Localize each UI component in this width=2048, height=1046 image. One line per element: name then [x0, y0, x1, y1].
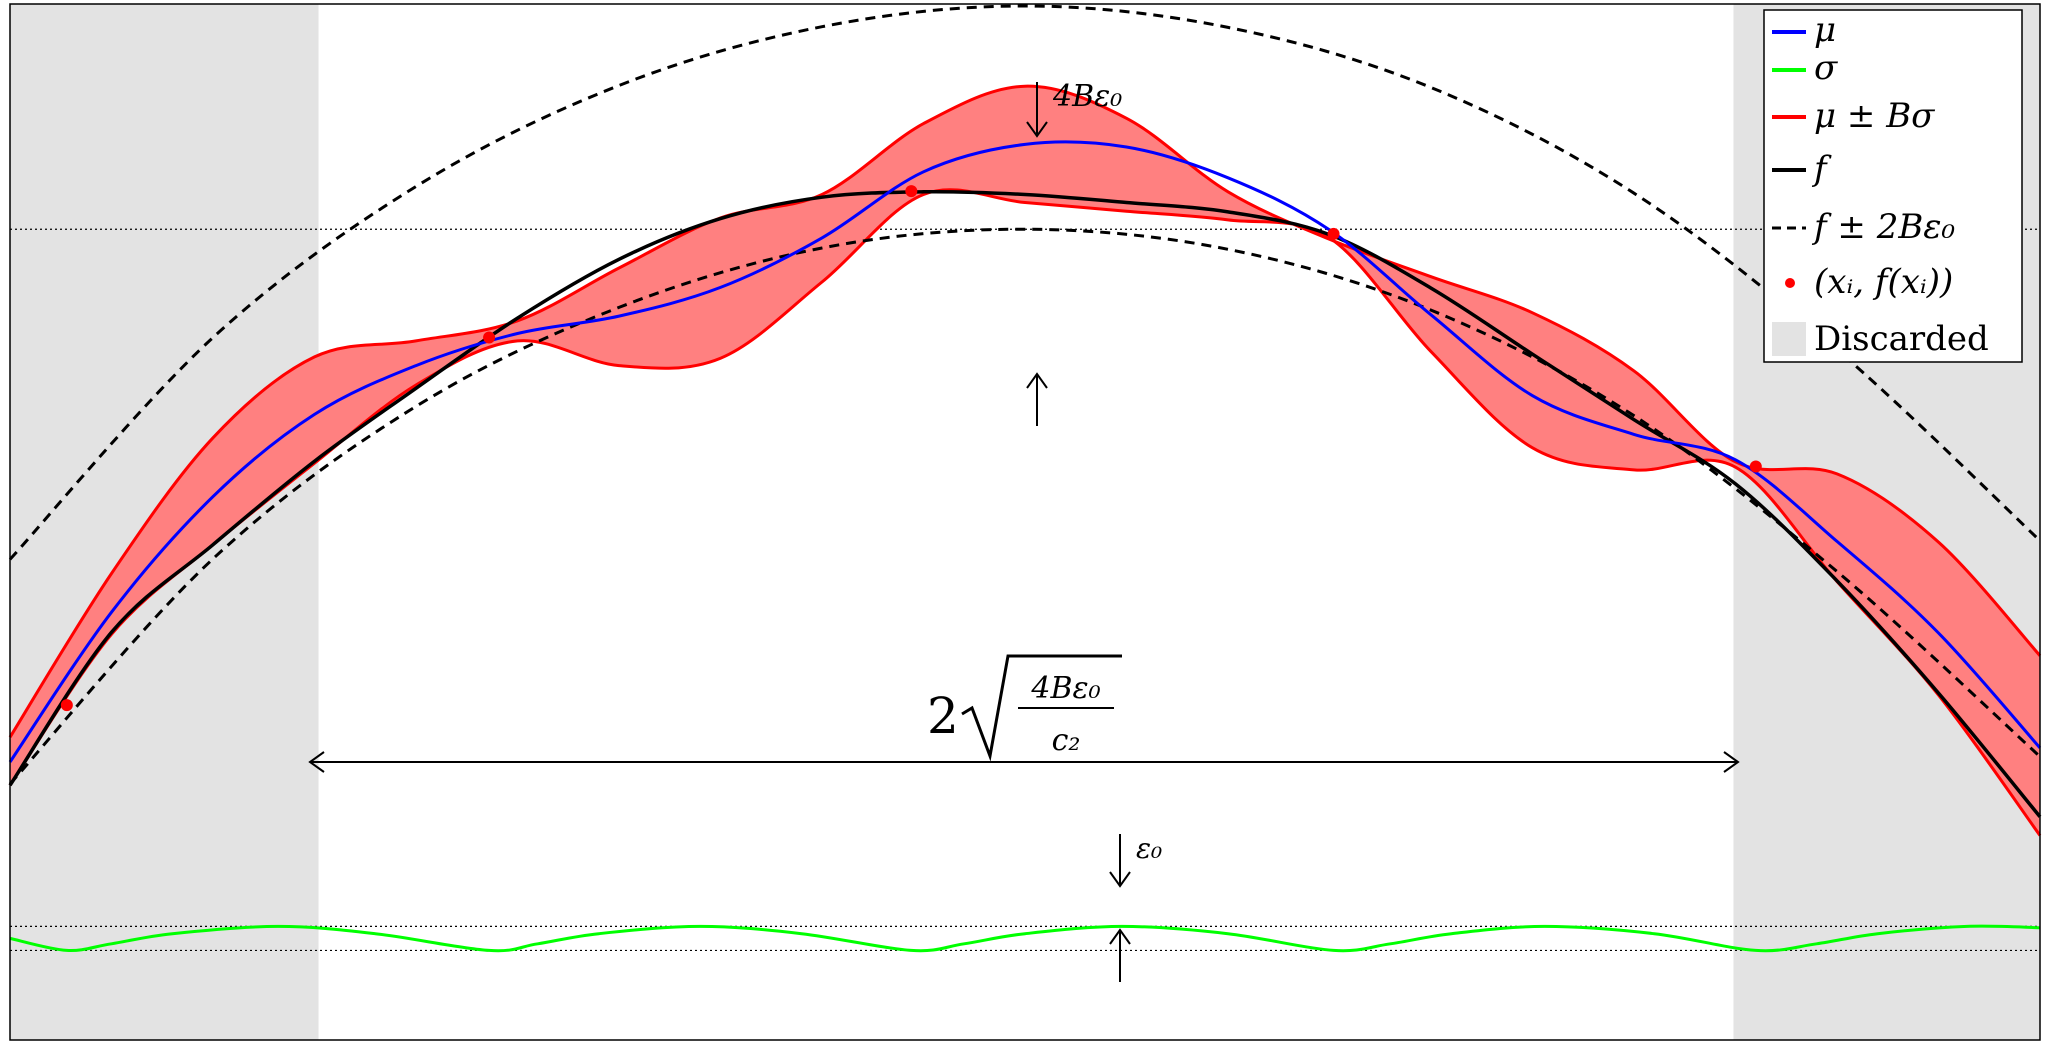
legend-sigma-label: σ [1814, 48, 1838, 88]
legend: μ σ μ ± Bσ f f ± 2Bε₀ (xᵢ, f(xᵢ)) Discar… [1763, 9, 2023, 363]
width-arrowhead-left [308, 751, 325, 773]
observed-point-3 [1327, 227, 1340, 240]
top-gap-annotation: 4Bε₀ [1026, 79, 1122, 426]
f-line [8, 189, 2042, 818]
observed-point-1 [483, 331, 496, 344]
width-denominator: c₂ [1052, 723, 1081, 758]
sigma-gap-label: ε₀ [1136, 832, 1162, 865]
sigma-gap-arrowhead-up [1109, 928, 1131, 945]
legend-band-label: μ ± Bσ [1814, 96, 1935, 136]
width-annotation: 2 4Bε₀ c₂ [308, 654, 1740, 773]
legend-f-band-label: f ± 2Bε₀ [1811, 207, 1956, 247]
sigma-gap-annotation: ε₀ [1109, 832, 1162, 982]
observed-point-2 [905, 185, 918, 198]
legend-discarded-swatch [1772, 322, 1806, 356]
top-gap-arrowhead-down [1026, 121, 1048, 138]
f-minus-line [8, 227, 2042, 786]
band-fill [10, 86, 2040, 836]
width-coefficient: 2 [927, 687, 959, 745]
f-plus-line [8, 4, 2042, 561]
legend-box [1763, 9, 2023, 363]
series-lines [8, 4, 2042, 953]
legend-mu-label: μ [1814, 10, 1836, 50]
sigma-gap-arrowhead-down [1109, 871, 1131, 888]
top-gap-label: 4Bε₀ [1052, 79, 1122, 114]
band-upper-edge [8, 84, 2042, 738]
observed-points [60, 185, 1762, 712]
sigma-line [9, 924, 2041, 953]
plot-frame [9, 3, 2041, 1041]
legend-discarded-label: Discarded [1814, 319, 1989, 359]
legend-points-swatch [1785, 278, 1795, 288]
legend-points-label: (xᵢ, f(xᵢ)) [1814, 262, 1953, 302]
top-gap-arrowhead-up [1026, 372, 1048, 389]
width-radical-sign [961, 654, 1122, 762]
width-numerator: 4Bε₀ [1030, 671, 1100, 706]
observed-point-4 [1749, 460, 1762, 473]
width-arrowhead-right [1723, 751, 1740, 773]
observed-point-0 [60, 699, 73, 712]
mu-line [8, 140, 2042, 763]
